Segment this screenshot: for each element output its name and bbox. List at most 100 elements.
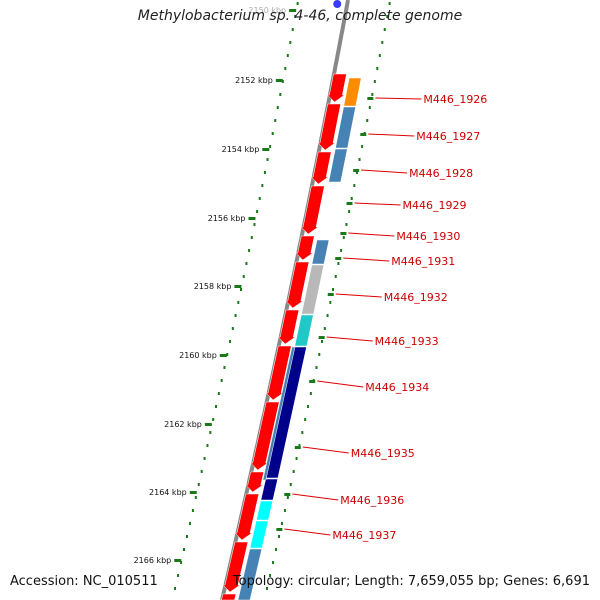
inner-scale-dot [326, 314, 329, 317]
outer-scale-dot [294, 15, 297, 18]
kbp-label: 2154 kbp [222, 145, 260, 154]
map-title: Methylobacterium sp. 4-46, complete geno… [137, 8, 463, 24]
inner-scale-dot [304, 418, 307, 421]
kbp-tick [204, 423, 212, 426]
outer-scale-dot [174, 587, 177, 590]
outer-scale-dot [274, 119, 277, 122]
topology-text: Topology: circular; Length: 7,659,055 bp… [232, 574, 590, 589]
forward-gene-arrow [317, 103, 342, 151]
outer-scale-dot [289, 41, 292, 44]
outer-scale-dot [215, 405, 218, 408]
outer-scale-dot [234, 314, 237, 317]
gene-label-line [335, 293, 382, 298]
gene-tick [327, 293, 334, 296]
inner-scale-dot [321, 340, 324, 343]
inner-scale-dot [332, 288, 335, 291]
gene-label-line [354, 202, 401, 206]
outer-scale-dot [276, 106, 279, 109]
gene-label: M446_1935 [351, 447, 415, 460]
inner-scale-dot [298, 444, 301, 447]
forward-gene-arrow [250, 401, 280, 471]
outer-scale-dot [286, 54, 289, 57]
gene-label: M446_1927 [416, 130, 480, 143]
steelblue-gene-block [311, 239, 330, 265]
outer-scale-dot [237, 301, 240, 304]
gene-tick [346, 202, 353, 205]
kbp-label: 2158 kbp [194, 282, 232, 291]
steelblue-gene-block [328, 148, 348, 183]
inner-scale-dot [337, 262, 340, 265]
outer-scale-dot [242, 275, 245, 278]
inner-scale-dot [388, 2, 391, 5]
gene-tick [360, 133, 367, 136]
inner-scale-dot [353, 184, 356, 187]
inner-scale-dot [272, 561, 275, 564]
outer-scale-dot [229, 340, 232, 343]
inner-scale-dot [280, 522, 283, 525]
gene-label-line [326, 336, 373, 342]
gene-tick [294, 446, 301, 449]
kbp-label: 2152 kbp [235, 76, 273, 85]
inner-scale-dot [334, 275, 337, 278]
outer-scale-dot [231, 327, 234, 330]
inner-scale-dot [315, 366, 318, 369]
inner-scale-dot [286, 496, 289, 499]
inner-scale-dot [383, 28, 386, 31]
outer-scale-dot [223, 366, 226, 369]
outer-scale-dot [197, 483, 200, 486]
orange-gene-block [343, 77, 362, 107]
outer-scale-dot [226, 353, 229, 356]
inner-scale-dot [381, 41, 384, 44]
gene-label-line [375, 97, 422, 100]
outer-scale-dot [188, 522, 191, 525]
inner-scale-dot [266, 587, 269, 590]
inner-scale-dot [292, 470, 295, 473]
outer-scale-dot [271, 132, 274, 135]
gene-tick [335, 257, 342, 260]
cyan-gene-block [256, 500, 274, 521]
outer-scale-dot [263, 171, 266, 174]
forward-gene-arrow [221, 593, 237, 600]
gene-label: M446_1934 [365, 381, 429, 394]
outer-scale-dot [256, 210, 259, 213]
gene-tick [353, 169, 360, 172]
forward-gene-arrow [300, 185, 325, 235]
inner-scale-dot [301, 431, 304, 434]
gene-label: M446_1928 [409, 167, 473, 180]
kbp-tick [234, 285, 242, 288]
gene-label-line [302, 446, 349, 454]
kbp-label: 2156 kbp [208, 214, 246, 223]
forward-gene-arrow [265, 345, 292, 401]
inner-scale-dot [361, 145, 364, 148]
gene-tick [276, 528, 283, 531]
kbp-tick [275, 79, 283, 82]
outer-scale-dot [248, 249, 251, 252]
gene-label: M446_1930 [396, 230, 460, 243]
gene-label: M446_1933 [375, 335, 439, 348]
inner-scale-dot [358, 158, 361, 161]
inner-scale-dot [289, 483, 292, 486]
kbp-label: 2164 kbp [149, 488, 187, 497]
forward-gene-arrow [295, 235, 315, 261]
outer-scale-dot [245, 262, 248, 265]
inner-scale-dot [340, 249, 343, 252]
inner-scale-dot [269, 574, 272, 577]
gene-label-line [368, 133, 415, 137]
inner-scale-dot [309, 392, 312, 395]
outer-scale-dot [203, 457, 206, 460]
inner-scale-dot [348, 210, 351, 213]
forward-gene-arrow [326, 73, 347, 103]
outer-scale-dot [180, 561, 183, 564]
outer-scale-dot [258, 197, 261, 200]
forward-gene-arrow [222, 541, 249, 593]
inner-scale-dot [368, 106, 371, 109]
gene-label: M446_1926 [423, 93, 487, 106]
inner-scale-dot [378, 54, 381, 57]
gene-label-line [343, 257, 390, 262]
steelblue-gene-block [335, 106, 356, 149]
inner-scale-dot [318, 353, 321, 356]
forward-gene-arrow [234, 493, 260, 541]
gene-label-line [284, 528, 331, 536]
outer-scale-dot [291, 28, 294, 31]
